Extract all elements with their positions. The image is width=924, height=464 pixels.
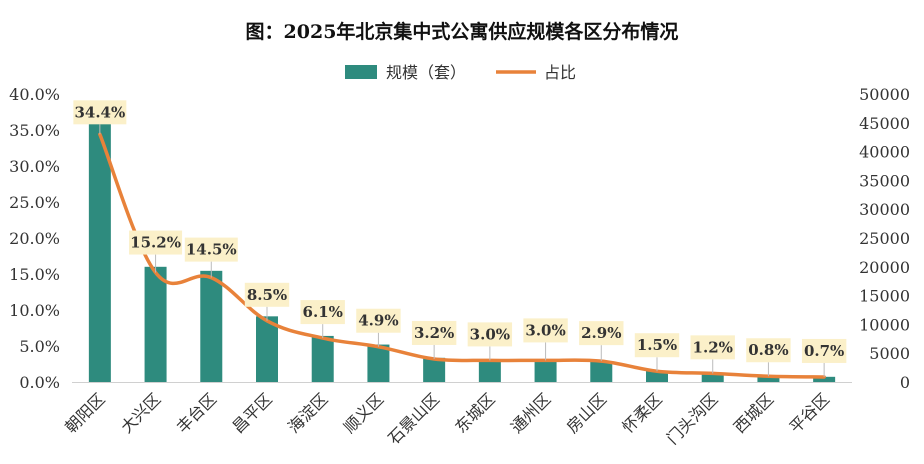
line-series: [98, 132, 826, 379]
data-label-1: 34.4%: [74, 103, 125, 121]
y-right-tick: 15000: [859, 287, 910, 306]
bar-14: [813, 376, 836, 382]
y-right-tick: 40000: [859, 143, 910, 162]
y-left-tick: 25.0%: [9, 193, 60, 212]
y-left-tick: 10.0%: [9, 301, 60, 320]
data-label-box-9: [523, 318, 568, 343]
data-label-box-13: [746, 338, 791, 363]
x-tick-label: 门头沟区: [663, 389, 722, 448]
data-label-11: 1.5%: [637, 336, 677, 354]
data-label-box-8: [467, 322, 513, 347]
y-right-tick: 5000: [869, 344, 910, 363]
x-tick-label: 房山区: [563, 389, 610, 436]
bar-5: [311, 335, 334, 382]
data-label-box-3: [184, 237, 238, 262]
x-tick-label: 西城区: [730, 389, 777, 436]
x-tick-label: 昌平区: [228, 389, 275, 436]
data-label-box-11: [634, 333, 680, 358]
y-right-tick: 20000: [859, 258, 910, 277]
data-label-box-5: [300, 300, 345, 325]
y-right-tick: 0: [900, 373, 910, 392]
y-right-tick: 45000: [859, 114, 910, 133]
data-label-box-4: [244, 282, 290, 307]
chart-title: 图：2025年北京集中式公寓供应规模各区分布情况: [246, 20, 679, 43]
y-left-tick: 40.0%: [9, 85, 60, 104]
y-left-tick: 35.0%: [9, 121, 60, 140]
legend-swatch-bars: [345, 65, 377, 79]
bar-10: [590, 361, 613, 382]
data-labels: 34.4% 15.2% 14.5% 8.5% 6.1% 4.9% 3.2% 3.0% 3.0% 2…: [73, 100, 847, 377]
bar-3: [200, 270, 223, 382]
data-label-box-2: [129, 230, 183, 255]
legend-label-line: 占比: [544, 63, 576, 82]
x-tick-label: 平谷区: [786, 389, 833, 436]
bar-11: [646, 371, 668, 382]
bar-6: [367, 344, 390, 382]
data-label-12: 1.2%: [693, 338, 733, 356]
y-left-tick: 15.0%: [9, 265, 60, 284]
x-tick-label: 朝阳区: [61, 389, 108, 436]
data-label-4: 8.5%: [247, 286, 287, 304]
y-axis-left: 0.0% 5.0% 10.0% 15.0% 20.0% 25.0% 30.0% 35.0% 40…: [9, 85, 60, 392]
x-tick-label: 大兴区: [117, 389, 164, 436]
data-label-6: 4.9%: [358, 312, 398, 330]
bar-8: [478, 360, 501, 382]
data-label-14: 0.7%: [804, 342, 844, 360]
data-label-3: 14.5%: [186, 241, 237, 259]
bar-2: [144, 266, 167, 382]
y-left-tick: 30.0%: [9, 157, 60, 176]
data-label-9: 3.0%: [525, 321, 565, 339]
data-label-5: 6.1%: [303, 303, 343, 321]
x-tick-label: 东城区: [451, 389, 498, 436]
y-left-tick: 20.0%: [9, 229, 60, 248]
bar-series: [88, 121, 836, 382]
data-label-box-10: [579, 321, 624, 346]
data-label-box-1: [73, 100, 127, 125]
y-left-tick: 5.0%: [19, 337, 60, 356]
data-label-8: 3.0%: [470, 325, 510, 343]
bar-4: [256, 316, 278, 382]
y-right-tick: 50000: [859, 85, 910, 104]
y-axis-right: 0 5000 10000 15000 20000 25000 30000 35000 40000…: [859, 85, 910, 392]
bar-9: [534, 360, 557, 382]
data-label-box-7: [411, 320, 457, 345]
x-tick-label: 海淀区: [284, 389, 331, 436]
data-label-7: 3.2%: [414, 324, 454, 342]
bar-12: [701, 373, 724, 382]
y-right-tick: 35000: [859, 171, 910, 190]
data-label-box-14: [801, 338, 847, 363]
y-left-tick: 0.0%: [19, 373, 60, 392]
bar-13: [757, 376, 780, 382]
x-tick-label: 怀柔区: [618, 389, 665, 436]
x-tick-label: 石景山区: [384, 389, 443, 448]
y-right-tick: 25000: [859, 229, 910, 248]
x-tick-label: 通州区: [507, 389, 554, 436]
y-right-tick: 10000: [859, 315, 910, 334]
x-tick-label: 顺义区: [340, 389, 387, 436]
legend: 规模（套） 占比: [345, 63, 576, 82]
share-line: [98, 132, 826, 379]
y-right-tick: 30000: [859, 200, 910, 219]
data-label-13: 0.8%: [748, 341, 788, 359]
x-tick-label: 丰台区: [173, 389, 220, 436]
bar-1: [88, 121, 111, 382]
data-label-10: 2.9%: [581, 324, 621, 342]
bar-7: [423, 357, 446, 382]
legend-label-bars: 规模（套）: [386, 63, 466, 82]
data-label-box-6: [356, 308, 401, 333]
data-label-box-12: [690, 335, 735, 360]
data-label-2: 15.2%: [130, 234, 181, 252]
